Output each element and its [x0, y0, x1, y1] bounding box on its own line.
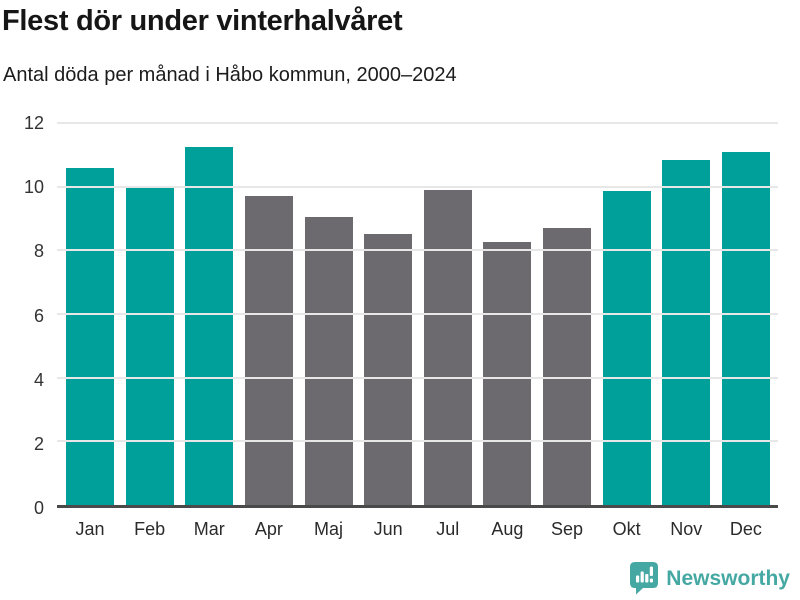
x-tick-label-feb: Feb [134, 519, 166, 539]
chart-title: Flest dör under vinterhalvåret [2, 5, 403, 37]
bar-chart-speech-bubble-icon [630, 562, 659, 595]
x-tick-label-maj: Maj [313, 519, 343, 539]
x-tick-label-jan: Jan [75, 519, 105, 539]
bar-maj [304, 216, 353, 505]
y-tick-label-10: 10 [23, 177, 44, 198]
bar-jan [66, 167, 114, 505]
bar-jul [423, 189, 472, 505]
bar-feb [125, 188, 174, 505]
bar-dec [721, 151, 770, 505]
x-tick-label-mar: Mar [193, 519, 225, 539]
chart-subtitle: Antal döda per månad i Håbo kommun, 2000… [3, 64, 457, 86]
x-tick-label-jul: Jul [436, 519, 460, 539]
bar-sep [543, 228, 591, 505]
gridline-2 [57, 440, 778, 443]
brand-name: Newsworthy [666, 566, 790, 590]
x-tick-label-aug: Aug [491, 519, 524, 539]
y-tick-label-6: 6 [33, 305, 44, 326]
brand-footer: Newsworthy [630, 562, 790, 595]
gridline-6 [57, 313, 778, 315]
x-tick-label-sep: Sep [550, 519, 584, 539]
gridline-8 [57, 249, 778, 252]
x-tick-label-nov: Nov [670, 519, 703, 539]
x-tick-label-okt: Okt [612, 519, 641, 539]
y-tick-label-0: 0 [33, 498, 44, 518]
bar-okt [602, 191, 651, 505]
gridline-10 [57, 185, 778, 188]
gridline-12 [57, 122, 778, 124]
bar-nov [662, 159, 711, 505]
bar-apr [244, 196, 293, 505]
x-tick-label-apr: Apr [254, 519, 283, 539]
y-axis: 0 2 4 6 8 10 12 [0, 113, 44, 518]
x-axis: Jan Feb Mar Apr Maj Jun Jul Aug Sep Okt Nov Dec [57, 519, 778, 540]
x-tick-label-dec: Dec [729, 519, 762, 539]
bar-mar [185, 146, 234, 505]
y-tick-label-2: 2 [33, 433, 44, 454]
bars-container [57, 123, 778, 505]
bar-aug [483, 242, 532, 505]
y-tick-label-8: 8 [33, 241, 44, 262]
gridline-4 [57, 376, 778, 379]
x-tick-label-jun: Jun [373, 519, 403, 539]
y-tick-label-4: 4 [33, 369, 44, 390]
y-tick-label-12: 12 [23, 113, 44, 133]
plot-area [57, 122, 778, 508]
bar-jun [364, 234, 413, 505]
